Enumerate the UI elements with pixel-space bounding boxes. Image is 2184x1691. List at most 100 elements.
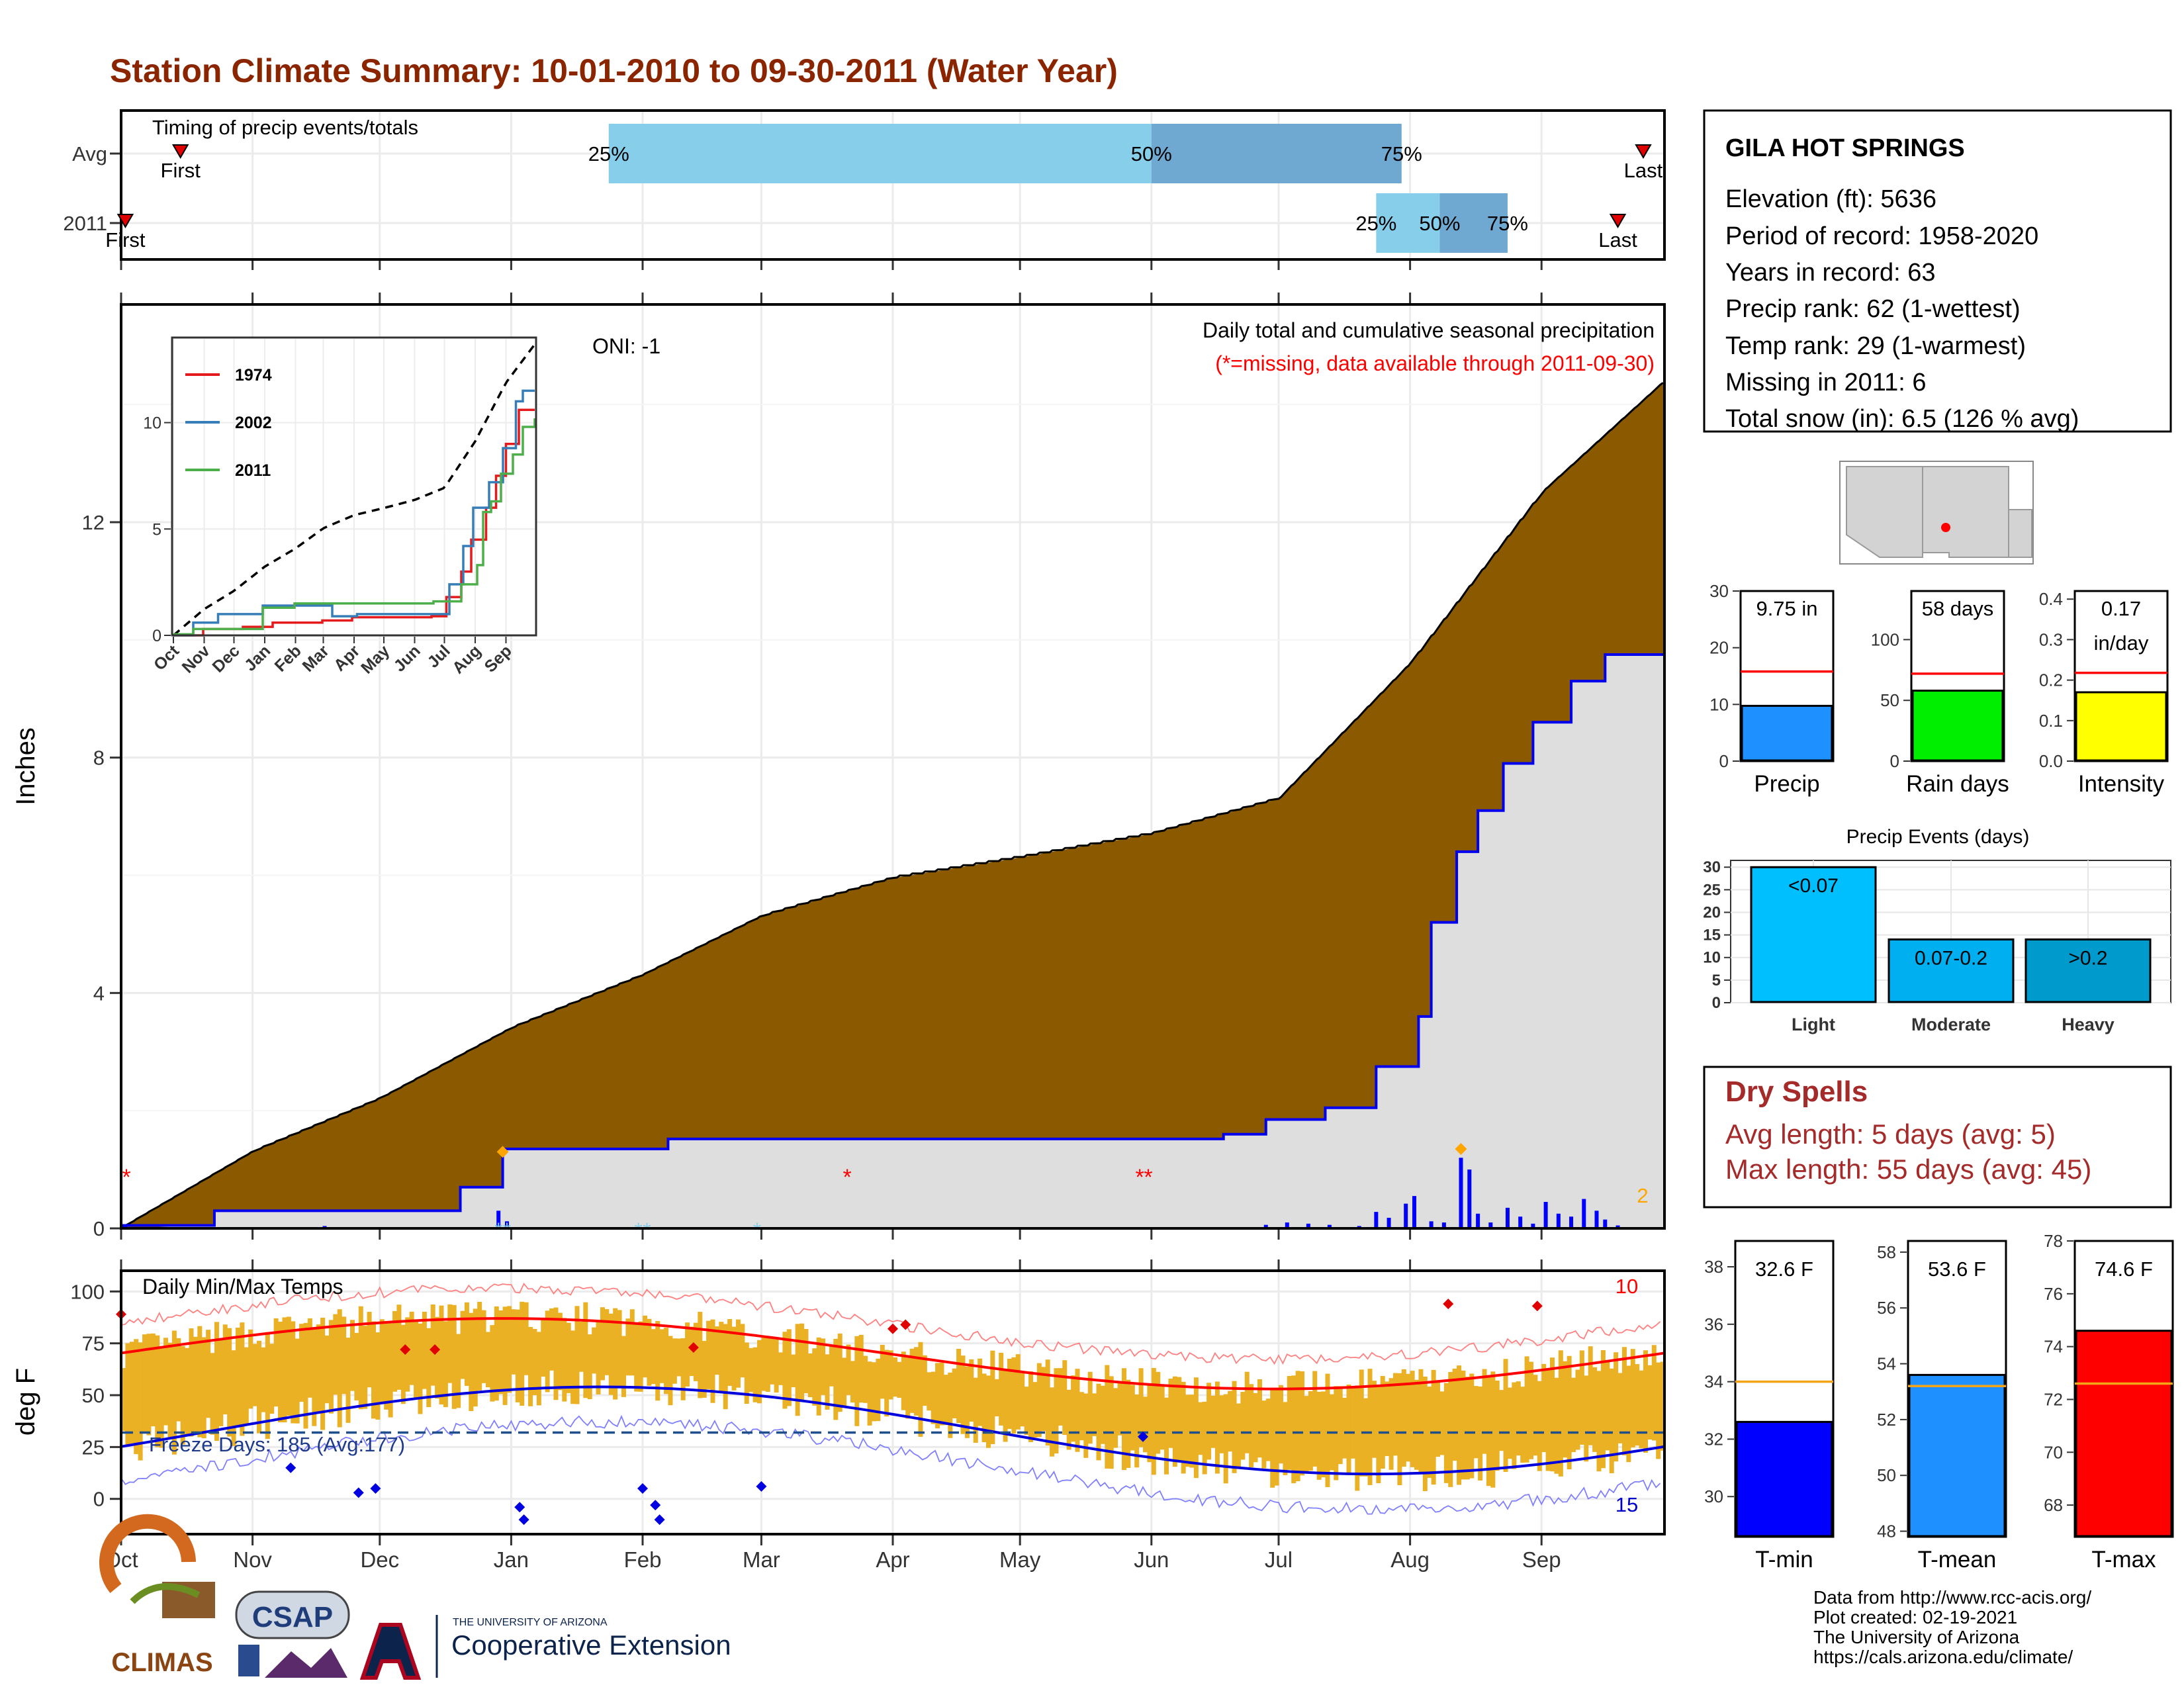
daily-temp-bar bbox=[1015, 1354, 1021, 1430]
daily-precip-bar bbox=[1412, 1196, 1417, 1228]
mini-bar-label: Precip bbox=[1754, 771, 1819, 797]
daily-temp-bar bbox=[1193, 1377, 1199, 1479]
snow-day-marker: * bbox=[503, 1218, 511, 1242]
daily-temp-bar bbox=[367, 1312, 372, 1388]
temp-bar-tick-label: 50 bbox=[1877, 1465, 1896, 1485]
dry-spells-frame bbox=[1703, 1066, 2172, 1209]
daily-temp-bar bbox=[1406, 1373, 1411, 1462]
temp-bar-tick-label: 70 bbox=[2044, 1442, 2063, 1462]
daily-temp-bar bbox=[1469, 1373, 1475, 1479]
mini-bar-value bbox=[1741, 704, 1833, 762]
daily-temp-bar bbox=[307, 1318, 312, 1398]
daily-temp-bar bbox=[1550, 1357, 1555, 1472]
daily-temp-bar bbox=[1363, 1398, 1369, 1477]
temp-bar-value bbox=[2075, 1330, 2173, 1537]
daily-temp-bar bbox=[756, 1340, 762, 1404]
mini-bar-tick-label: 0.2 bbox=[2039, 670, 2063, 690]
daily-temp-bar bbox=[1656, 1362, 1661, 1459]
daily-temp-bar bbox=[1185, 1394, 1191, 1467]
daily-temp-bar bbox=[1100, 1385, 1105, 1444]
daily-temp-bar bbox=[1147, 1384, 1152, 1463]
temp-summary-bar: 53.6 F 48 50 52 54 56 58 T-mean bbox=[1877, 1240, 2007, 1573]
daily-temp-bar bbox=[749, 1348, 754, 1393]
precip-tick-label: 0 bbox=[93, 1217, 105, 1240]
daily-temp-bar bbox=[312, 1328, 317, 1426]
daily-temp-bar bbox=[1045, 1359, 1050, 1446]
temp-frame bbox=[120, 1269, 1666, 1535]
daily-temp-bar bbox=[1117, 1383, 1122, 1436]
dry-spells-line: Max length: 55 days (avg: 45) bbox=[1725, 1154, 2091, 1185]
daily-temp-bar bbox=[1249, 1384, 1254, 1468]
daily-temp-bar bbox=[222, 1324, 228, 1415]
temp-panel: Daily Min/Max Temps Freeze Days: 185 (Av… bbox=[11, 1230, 1666, 1572]
temp-bar-tick-label: 72 bbox=[2044, 1389, 2063, 1409]
normal-min-line bbox=[120, 1385, 1665, 1476]
daily-temp-bar bbox=[316, 1324, 321, 1413]
daily-precip-bar bbox=[1518, 1216, 1523, 1228]
daily-temp-bar bbox=[1003, 1369, 1008, 1442]
daily-temp-bar bbox=[956, 1349, 962, 1424]
daily-precip-bar bbox=[1488, 1222, 1493, 1228]
climas-logo: CLIMAS bbox=[99, 1514, 215, 1677]
daily-temp-bar bbox=[985, 1375, 991, 1448]
events-bar-label: Heavy bbox=[2062, 1015, 2115, 1034]
daily-precip-bar bbox=[1387, 1217, 1391, 1228]
daily-temp-bar bbox=[557, 1312, 563, 1391]
mini-bar-tick-label: 10 bbox=[1709, 694, 1729, 714]
daily-temp-bar bbox=[1635, 1364, 1640, 1446]
mini-bar-tick-label: 50 bbox=[1880, 690, 1899, 710]
record-high-line bbox=[120, 1283, 1661, 1365]
daily-temp-bar bbox=[1105, 1365, 1110, 1469]
daily-temp-bar bbox=[1490, 1371, 1496, 1488]
events-bar bbox=[1750, 866, 1877, 1003]
daily-temp-bar bbox=[680, 1338, 686, 1400]
station-line: Elevation (ft): 5636 bbox=[1725, 185, 1936, 213]
daily-temp-bar bbox=[206, 1330, 211, 1418]
daily-temp-bar bbox=[1439, 1391, 1445, 1455]
daily-temp-bar bbox=[1062, 1360, 1068, 1436]
daily-temp-bar bbox=[863, 1355, 868, 1403]
daily-temp-bar bbox=[485, 1332, 490, 1388]
daily-temp-bar bbox=[1473, 1386, 1479, 1459]
daily-temp-bar bbox=[604, 1309, 610, 1375]
max-count: 10 bbox=[1615, 1275, 1638, 1298]
daily-temp-bar bbox=[1096, 1383, 1101, 1461]
arizona-shape bbox=[1846, 466, 1923, 558]
university-of-arizona-logo: THE UNIVERSITY OF ARIZONA Cooperative Ex… bbox=[359, 1615, 731, 1680]
daily-temp-bar bbox=[384, 1324, 389, 1410]
daily-temp-bar bbox=[193, 1336, 198, 1434]
daily-temp-bar bbox=[727, 1319, 733, 1386]
events-tick-label: 15 bbox=[1703, 927, 1721, 944]
daily-temp-bar bbox=[1626, 1365, 1631, 1463]
daily-temp-bar bbox=[511, 1309, 516, 1375]
temp-label: Daily Min/Max Temps bbox=[142, 1275, 343, 1299]
record-low-marker bbox=[756, 1481, 767, 1492]
daily-temp-bar bbox=[1291, 1375, 1297, 1484]
daily-precip-bar bbox=[1582, 1199, 1586, 1228]
daily-temp-bar bbox=[396, 1304, 402, 1390]
mini-bar-tick-label: 100 bbox=[1871, 629, 1899, 649]
last-event-label: Last bbox=[1624, 159, 1663, 182]
daily-temp-bar bbox=[791, 1354, 796, 1388]
precip-frame bbox=[120, 303, 1666, 1230]
station-line: Temp rank: 29 (1-warmest) bbox=[1725, 332, 2026, 360]
daily-temp-bar bbox=[1494, 1380, 1500, 1471]
daily-temp-bar bbox=[1401, 1369, 1406, 1467]
daily-temp-bar bbox=[414, 1321, 419, 1400]
daily-temp-bar bbox=[1592, 1367, 1598, 1452]
daily-temp-bar bbox=[850, 1361, 855, 1403]
daily-temp-bar bbox=[494, 1306, 499, 1401]
timing-q75-label: 75% bbox=[1487, 212, 1528, 235]
inset-frame bbox=[171, 336, 537, 637]
daily-temp-bar bbox=[969, 1359, 974, 1422]
new-mexico-shape bbox=[1922, 466, 2009, 558]
daily-temp-bar bbox=[337, 1309, 342, 1428]
daily-temp-bar bbox=[201, 1337, 206, 1439]
daily-temp-bar bbox=[1321, 1391, 1326, 1478]
daily-temp-bar bbox=[799, 1323, 805, 1402]
temp-bar-tick-label: 48 bbox=[1877, 1522, 1896, 1541]
timing-row-label: Avg bbox=[72, 142, 107, 165]
daily-temp-bar bbox=[400, 1324, 406, 1404]
daily-temp-bar bbox=[418, 1323, 423, 1414]
daily-temp-bar bbox=[473, 1308, 478, 1407]
